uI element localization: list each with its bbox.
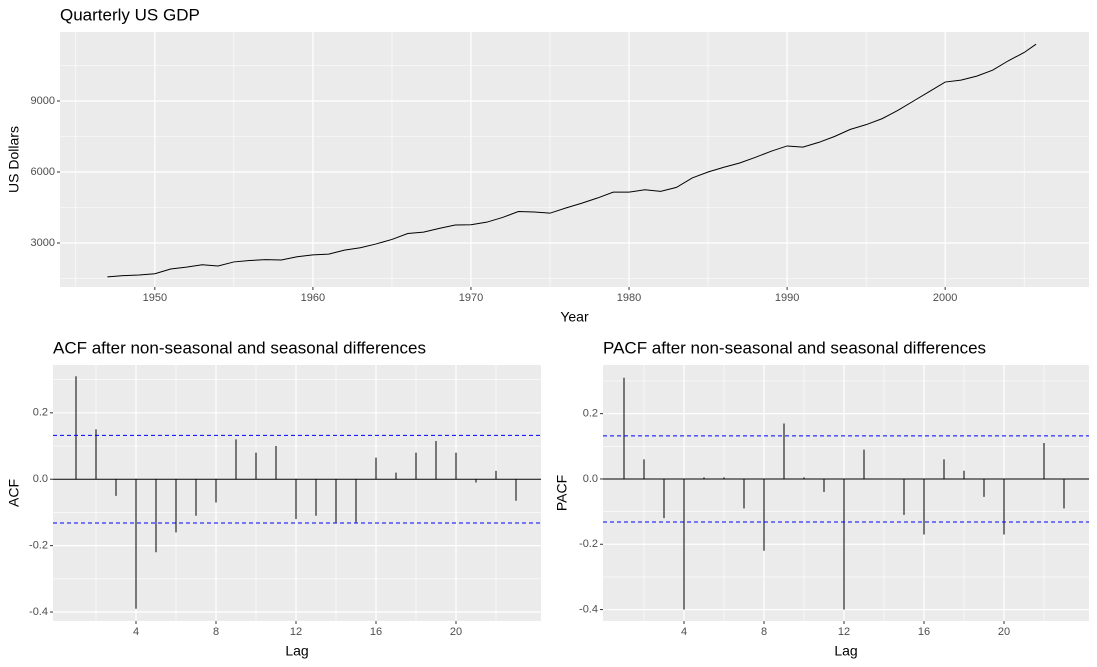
chart-title: Quarterly US GDP <box>60 5 200 24</box>
y-tick-label: 0.2 <box>583 408 598 420</box>
x-tick-label: 12 <box>290 626 302 638</box>
x-tick-label: 12 <box>838 626 850 638</box>
y-axis-title: US Dollars <box>6 126 22 193</box>
y-tick-label: 6000 <box>31 166 55 178</box>
y-tick-label: 3000 <box>31 237 55 249</box>
x-tick-label: 4 <box>133 626 139 638</box>
x-tick-label: 1950 <box>143 292 167 304</box>
x-tick-label: 20 <box>450 626 462 638</box>
x-tick-label: 2000 <box>933 292 957 304</box>
x-axis-title: Lag <box>834 643 857 659</box>
chart-title: PACF after non-seasonal and seasonal dif… <box>603 338 986 357</box>
x-tick-label: 16 <box>918 626 930 638</box>
plot-background <box>60 32 1089 287</box>
x-tick-label: 4 <box>681 626 687 638</box>
y-tick-label: 9000 <box>31 95 55 107</box>
data-line <box>107 43 1037 278</box>
y-axis-title: ACF <box>6 479 22 507</box>
x-tick-label: 8 <box>213 626 219 638</box>
y-tick-label: -0.4 <box>579 603 598 615</box>
x-tick-label: 16 <box>370 626 382 638</box>
x-tick-label: 1980 <box>617 292 641 304</box>
x-tick-label: 1990 <box>775 292 799 304</box>
y-tick-label: 0.0 <box>33 473 48 485</box>
plot-background <box>603 365 1089 621</box>
y-tick-label: 0.2 <box>33 407 48 419</box>
plot-background <box>53 365 541 621</box>
x-tick-label: 1960 <box>301 292 325 304</box>
chart-title: ACF after non-seasonal and seasonal diff… <box>53 338 426 357</box>
y-tick-label: -0.2 <box>29 540 48 552</box>
x-tick-label: 20 <box>998 626 1010 638</box>
x-tick-label: 1970 <box>459 292 483 304</box>
y-axis-title: PACF <box>554 475 570 511</box>
y-tick-label: 0.0 <box>583 473 598 485</box>
x-axis-title: Lag <box>285 643 308 659</box>
x-tick-label: 8 <box>761 626 767 638</box>
y-tick-label: -0.2 <box>579 538 598 550</box>
x-axis-title: Year <box>560 309 589 325</box>
y-tick-label: -0.4 <box>29 606 48 618</box>
